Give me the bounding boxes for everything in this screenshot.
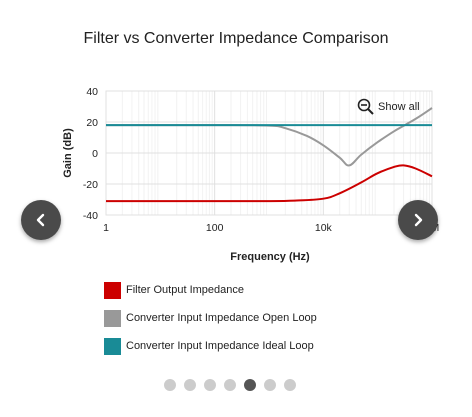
legend-item[interactable]: Converter Input Impedance Open Loop [104, 304, 317, 332]
legend-swatch [104, 309, 121, 327]
pagination-dot[interactable] [264, 379, 276, 391]
y-tick-label: -20 [83, 179, 98, 191]
y-tick-label: -40 [83, 210, 98, 222]
x-tick-label: 10k [315, 222, 333, 234]
chart-title: Filter vs Converter Impedance Comparison [83, 30, 389, 47]
pagination-dot[interactable] [204, 379, 216, 391]
y-tick-label: 20 [86, 117, 98, 129]
next-chart-button[interactable] [398, 200, 438, 240]
series-line-1 [105, 164, 433, 203]
y-tick-label: 0 [92, 148, 98, 160]
x-axis-title: Frequency (Hz) [230, 251, 310, 263]
y-tick-label: 40 [86, 86, 98, 98]
legend-label: Converter Input Impedance Ideal Loop [126, 340, 314, 352]
zoom-out-icon [357, 98, 374, 115]
legend-label: Converter Input Impedance Open Loop [126, 312, 317, 324]
legend-item[interactable]: Converter Input Impedance Ideal Loop [104, 332, 317, 360]
pagination-dot[interactable] [284, 379, 296, 391]
show-all-button[interactable]: Show all [357, 98, 420, 115]
previous-chart-button[interactable] [21, 200, 61, 240]
pagination-dot[interactable] [164, 379, 176, 391]
legend-item[interactable]: Filter Output Impedance [104, 276, 317, 304]
pagination-dot[interactable] [224, 379, 236, 391]
y-axis-title: Gain (dB) [62, 128, 74, 178]
legend-swatch [104, 337, 121, 355]
show-all-label: Show all [378, 100, 420, 113]
x-tick-label: 1 [103, 222, 109, 234]
legend-label: Filter Output Impedance [126, 284, 245, 296]
grid-layer [105, 90, 433, 216]
series-layer [105, 107, 433, 203]
chevron-left-icon [36, 213, 45, 227]
chart-legend: Filter Output Impedance Converter Input I… [104, 276, 317, 360]
x-tick-label: 100 [206, 222, 224, 234]
legend-swatch [104, 281, 121, 299]
tick-layer: 110010k1M40200-20-40 [83, 86, 439, 234]
pagination-dots [164, 379, 296, 391]
pagination-dot[interactable] [244, 379, 256, 391]
chevron-right-icon [414, 213, 423, 227]
pagination-dot[interactable] [184, 379, 196, 391]
